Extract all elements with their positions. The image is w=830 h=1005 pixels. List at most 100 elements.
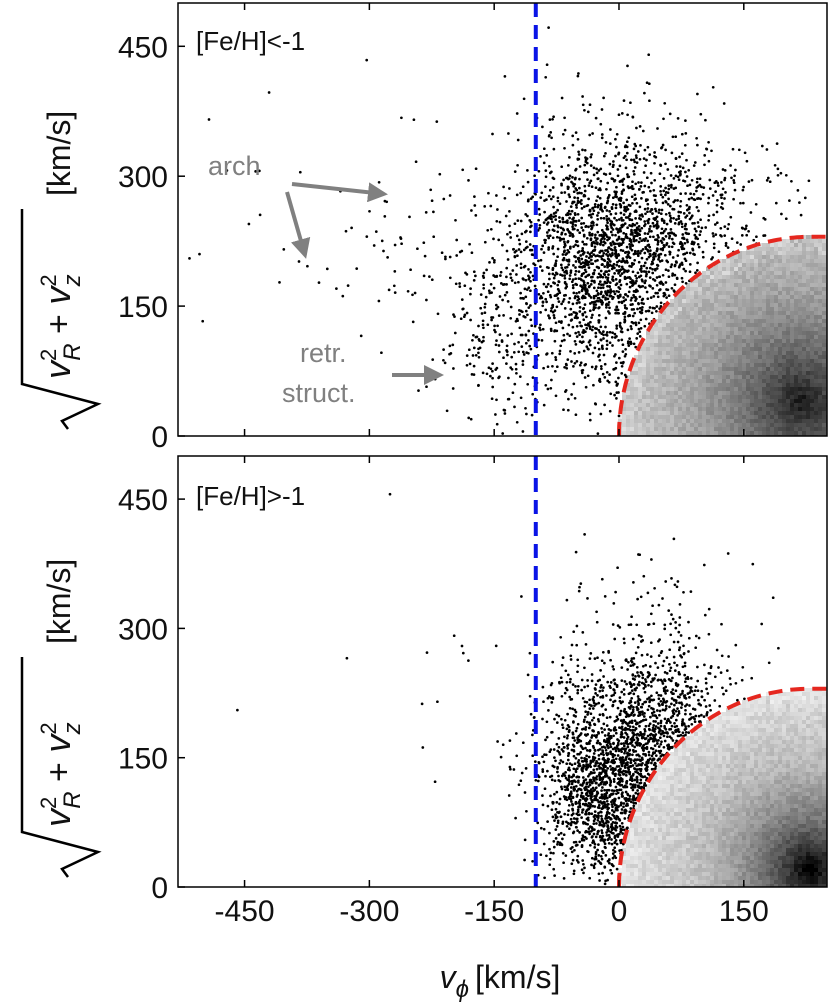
scatter-point [647,759,651,762]
scatter-point [626,328,630,332]
scatter-point [568,277,572,281]
scatter-point [599,286,603,290]
scatter-point [588,703,591,707]
scatter-point [607,303,610,307]
scatter-point [642,733,646,736]
scatter-point [541,717,544,721]
scatter-point [606,824,610,827]
scatter-point [622,773,625,776]
scatter-point [571,134,575,138]
scatter-point [595,822,598,825]
scatter-point [776,173,780,177]
scatter-point [641,676,645,680]
scatter-point [663,253,667,257]
scatter-point [615,263,619,267]
scatter-point [646,675,650,679]
scatter-point [679,240,683,244]
scatter-point [644,663,648,667]
scatter-point [502,314,505,317]
scatter-point [483,302,487,306]
scatter-point [472,270,476,274]
scatter-point [577,861,580,864]
scatter-point [590,185,594,189]
scatter-point [458,285,462,288]
scatter-point [519,291,522,295]
scatter-point [565,824,569,828]
scatter-point [688,211,691,215]
scatter-point [634,321,638,325]
scatter-point [593,788,597,792]
scatter-point [616,835,620,838]
scatter-point [584,810,588,814]
scatter-point [610,838,613,841]
scatter-point [600,659,604,663]
scatter-point [629,101,632,105]
scatter-point [577,270,581,273]
scatter-point [663,245,666,248]
scatter-point [593,268,596,272]
scatter-point [489,367,493,371]
scatter-point [693,198,697,202]
scatter-point [662,219,666,223]
scatter-point [597,296,601,300]
scatter-point [653,178,657,182]
scatter-point [664,281,668,284]
scatter-point [574,844,578,847]
scatter-point [676,729,680,733]
scatter-point [590,279,594,283]
scatter-point [637,714,640,718]
scatter-point [509,316,513,320]
scatter-point [649,746,653,750]
scatter-outliers [236,492,719,802]
scatter-point [671,688,675,691]
scatter-point [580,791,584,795]
scatter-point [611,704,615,708]
scatter-point [589,213,592,217]
scatter-point [662,117,665,121]
scatter-point [631,115,635,119]
scatter-point [592,303,596,306]
scatter-point [564,776,568,780]
scatter-point [483,205,487,208]
scatter-point [549,386,553,390]
scatter-point [680,706,683,709]
scatter-point [567,803,571,807]
scatter-point [621,241,625,244]
scatter-point [650,558,653,561]
scatter-point [565,213,568,217]
scatter-point [592,253,596,256]
scatter-point [555,815,559,819]
scatter-point [616,717,620,721]
scatter-point [572,184,576,188]
scatter-point [497,314,501,317]
scatter-point [598,251,602,254]
scatter-point [515,273,518,276]
scatter-point [258,169,261,173]
scatter-point [679,693,682,696]
scatter-point [650,767,654,771]
scatter-point [674,728,678,732]
scatter-point [652,710,656,714]
scatter-point [591,325,595,329]
scatter-point [631,784,635,787]
scatter-point [716,184,720,187]
scatter-point [537,292,541,296]
scatter-point [544,75,548,79]
scatter-point [609,230,613,234]
scatter-point [604,821,608,825]
scatter-point [602,800,606,804]
scatter-point [591,771,594,775]
scatter-point [547,272,551,276]
scatter-point [660,146,663,150]
scatter-point [553,329,556,333]
scatter-point [636,645,640,649]
scatter-point [555,742,559,746]
scatter-point [506,300,510,303]
scatter-point [559,815,563,819]
scatter-point [747,180,751,183]
scatter-point [584,792,588,796]
scatter-point [622,742,626,745]
scatter-point [551,176,555,180]
scatter-point [600,332,604,336]
scatter-point [453,331,457,335]
